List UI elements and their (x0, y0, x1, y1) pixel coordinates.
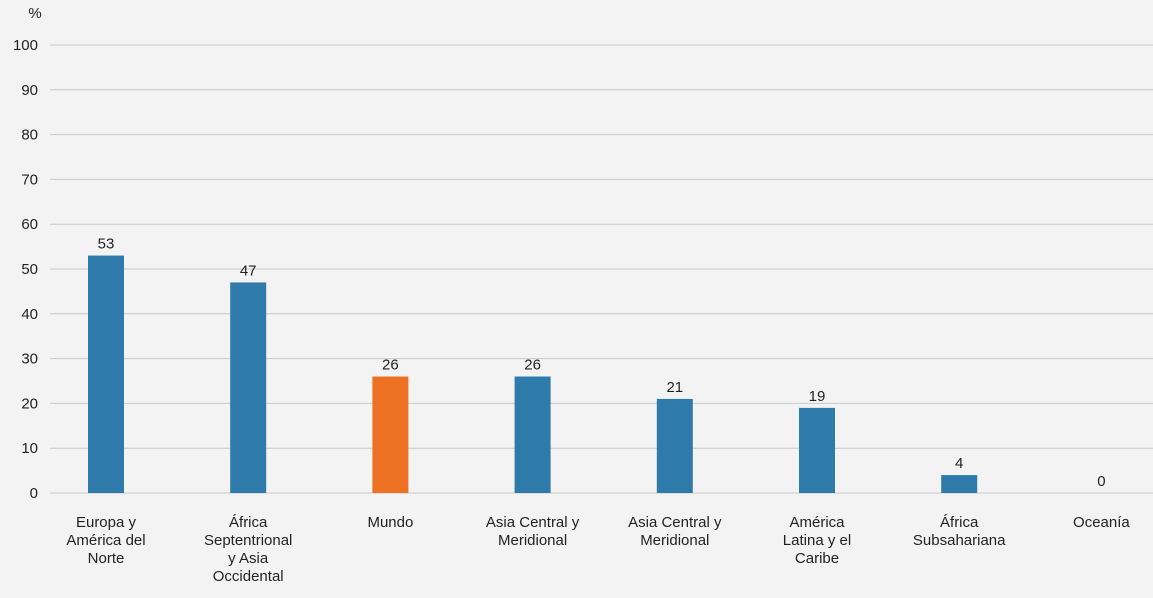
data-label: 19 (809, 388, 826, 405)
x-category-label-line: África (940, 514, 979, 531)
x-category-label-line: Mundo (367, 514, 413, 531)
x-category-label: América Latina y el Caribe (783, 514, 851, 567)
y-tick-label: 30 (21, 351, 38, 368)
x-category-label-line: Latina y el (783, 532, 851, 549)
y-tick-label: 0 (30, 485, 38, 502)
y-axis-unit-label: % (28, 5, 41, 22)
data-label: 21 (666, 379, 683, 396)
y-tick-label: 60 (21, 216, 38, 233)
x-category-label: Oceanía (1073, 514, 1130, 531)
y-tick-label: 70 (21, 171, 38, 188)
data-label: 26 (382, 357, 399, 374)
x-category-label: Mundo (367, 514, 413, 531)
data-label: 53 (98, 236, 115, 253)
x-category-label-line: América del (66, 532, 145, 549)
bar (941, 475, 978, 493)
bars (88, 255, 978, 493)
bar (88, 255, 124, 493)
data-label: 0 (1097, 473, 1105, 490)
x-category-label: Asia Central y Meridional (628, 514, 722, 549)
data-labels: 53 47 26 26 21 19 4 0 (98, 236, 1106, 490)
x-category-label-line: Asia Central y (628, 514, 722, 531)
data-label: 26 (524, 357, 541, 374)
y-tick-label: 90 (21, 82, 38, 99)
x-category-label-line: Oceanía (1073, 514, 1130, 531)
x-category-label: Asia Central y Meridional (486, 514, 580, 549)
bar (656, 398, 693, 493)
bar (230, 282, 267, 493)
y-tick-label: 10 (21, 440, 38, 457)
x-category-label: África Septentrional y Asia Occidental (204, 514, 292, 585)
x-category-label-line: Caribe (795, 550, 839, 567)
y-tick-label: 40 (21, 306, 38, 323)
x-category-label-line: Subsahariana (913, 532, 1006, 549)
x-category-label-line: Meridional (640, 532, 709, 549)
x-category-label-line: Meridional (498, 532, 567, 549)
gridlines (50, 44, 1153, 494)
bar (799, 407, 835, 493)
x-category-label-line: África (229, 514, 268, 531)
bar (514, 376, 551, 493)
x-category-label-line: Occidental (213, 568, 284, 585)
y-axis-ticks: 0 10 20 30 40 50 60 70 80 90 100 (13, 37, 38, 502)
x-category-label-line: Norte (88, 550, 125, 567)
y-tick-label: 50 (21, 261, 38, 278)
x-category-label-line: Septentrional (204, 532, 292, 549)
x-category-label: África Subsahariana (913, 514, 1006, 549)
data-label: 47 (240, 262, 257, 279)
x-category-label-line: Europa y (76, 514, 137, 531)
x-category-label-line: y Asia (228, 550, 269, 567)
y-tick-label: 20 (21, 395, 38, 412)
x-category-label-line: Asia Central y (486, 514, 580, 531)
x-category-label: Europa y América del Norte (66, 514, 145, 567)
bar (372, 376, 409, 493)
y-tick-label: 80 (21, 127, 38, 144)
y-tick-label: 100 (13, 37, 38, 54)
data-label: 4 (955, 455, 963, 472)
x-category-label-line: América (789, 514, 845, 531)
